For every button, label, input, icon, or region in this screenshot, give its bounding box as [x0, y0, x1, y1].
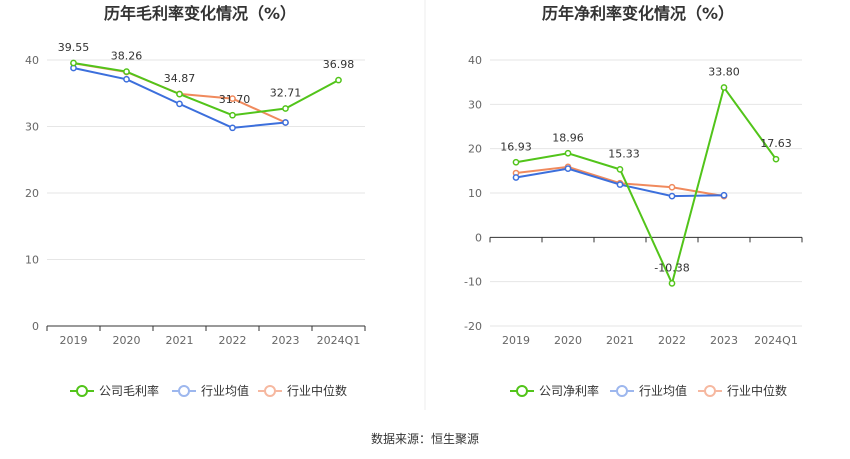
y-tick-label: -10: [464, 276, 482, 289]
data-point-industry_avg[interactable]: [512, 174, 520, 181]
data-label: 32.71: [270, 86, 302, 99]
data-point-industry_avg[interactable]: [123, 75, 130, 83]
y-tick-label: 40: [468, 54, 482, 67]
data-label: 16.93: [500, 140, 532, 153]
legend-label: 公司净利率: [539, 383, 599, 398]
legend-marker: [264, 385, 276, 397]
data-label: 39.55: [58, 41, 90, 54]
legend-label: 行业中位数: [727, 383, 787, 398]
x-tick-label: 2022: [658, 334, 686, 347]
legend-label: 公司毛利率: [99, 383, 159, 398]
data-label: 31.70: [219, 93, 251, 106]
x-tick-label: 2021: [606, 334, 634, 347]
data-point-company[interactable]: [668, 280, 676, 287]
data-point-company[interactable]: [564, 149, 572, 157]
y-tick-label: 30: [468, 98, 482, 111]
y-tick-label: 10: [25, 254, 39, 267]
data-label: 34.87: [164, 72, 196, 85]
data-point-industry_avg[interactable]: [176, 100, 183, 108]
legend-marker: [516, 385, 528, 397]
data-point-industry_avg[interactable]: [616, 181, 624, 188]
y-tick-label: 20: [468, 143, 482, 156]
legend-marker: [704, 385, 716, 397]
y-tick-label: 0: [475, 231, 482, 244]
data-label: 17.63: [760, 137, 792, 150]
data-point-industry_avg[interactable]: [720, 191, 728, 199]
legend-item-company[interactable]: 公司净利率: [510, 383, 599, 398]
data-label: 38.26: [111, 50, 143, 63]
data-label: -10.38: [654, 261, 689, 274]
chart-title: 历年毛利率变化情况（%）: [104, 4, 296, 23]
x-tick-label: 2021: [166, 334, 194, 347]
x-tick-label: 2019: [60, 334, 88, 347]
data-label: 18.96: [552, 131, 584, 144]
data-point-company[interactable]: [772, 155, 780, 163]
legend-item-industry_avg[interactable]: 行业均值: [172, 383, 249, 398]
data-point-company[interactable]: [123, 68, 130, 75]
data-point-industry_avg[interactable]: [229, 124, 236, 132]
data-point-industry_median[interactable]: [668, 183, 676, 191]
y-tick-label: 20: [25, 187, 39, 200]
x-tick-label: 2024Q1: [754, 334, 798, 347]
x-tick-label: 2020: [554, 334, 582, 347]
source-note: 数据来源：恒生聚源: [371, 431, 479, 446]
legend-label: 行业均值: [639, 383, 687, 398]
x-tick-label: 2020: [113, 334, 141, 347]
legend-marker: [616, 385, 628, 397]
legend-label: 行业中位数: [287, 383, 347, 398]
series-line-company: [515, 85, 777, 287]
data-point-company[interactable]: [512, 158, 520, 166]
data-point-company[interactable]: [229, 111, 236, 119]
data-point-industry_avg[interactable]: [668, 192, 676, 200]
x-tick-label: 2023: [272, 334, 300, 347]
data-point-company[interactable]: [70, 59, 77, 67]
y-tick-label: -20: [464, 320, 482, 333]
legend-marker: [76, 385, 88, 397]
y-tick-label: 30: [25, 121, 39, 134]
legend-item-industry_median[interactable]: 行业中位数: [258, 383, 347, 398]
data-point-industry_avg[interactable]: [564, 165, 572, 172]
y-tick-label: 10: [468, 187, 482, 200]
data-point-industry_avg[interactable]: [282, 119, 289, 126]
data-point-company[interactable]: [282, 105, 289, 112]
data-label: 33.80: [708, 65, 740, 78]
legend-marker: [178, 385, 190, 397]
x-tick-label: 2019: [502, 334, 530, 347]
y-tick-label: 40: [25, 54, 39, 67]
x-tick-label: 2024Q1: [317, 334, 361, 347]
y-tick-label: 0: [32, 320, 39, 333]
data-point-company[interactable]: [176, 90, 183, 98]
data-point-company[interactable]: [720, 84, 728, 91]
data-point-company[interactable]: [616, 166, 624, 173]
x-tick-label: 2023: [710, 334, 738, 347]
data-point-company[interactable]: [335, 76, 342, 84]
net-margin-chart: 历年净利率变化情况（%） -20 -10 0 10 20 30 40 2019 2020 2021 2…: [464, 4, 803, 398]
series-line-company: [73, 62, 339, 117]
gross-margin-chart: 历年毛利率变化情况（%） 0 10 20 30 40 2019 2020 2021 2022 202…: [25, 4, 366, 398]
legend-item-industry_median[interactable]: 行业中位数: [698, 383, 787, 398]
data-point-industry_median[interactable]: [229, 95, 236, 102]
legend-item-industry_avg[interactable]: 行业均值: [610, 383, 687, 398]
legend-item-company[interactable]: 公司毛利率: [70, 383, 159, 398]
chart-title: 历年净利率变化情况（%）: [542, 4, 734, 23]
data-label: 36.98: [323, 58, 355, 71]
data-label: 15.33: [608, 147, 640, 160]
x-tick-label: 2022: [219, 334, 247, 347]
legend-label: 行业均值: [201, 383, 249, 398]
